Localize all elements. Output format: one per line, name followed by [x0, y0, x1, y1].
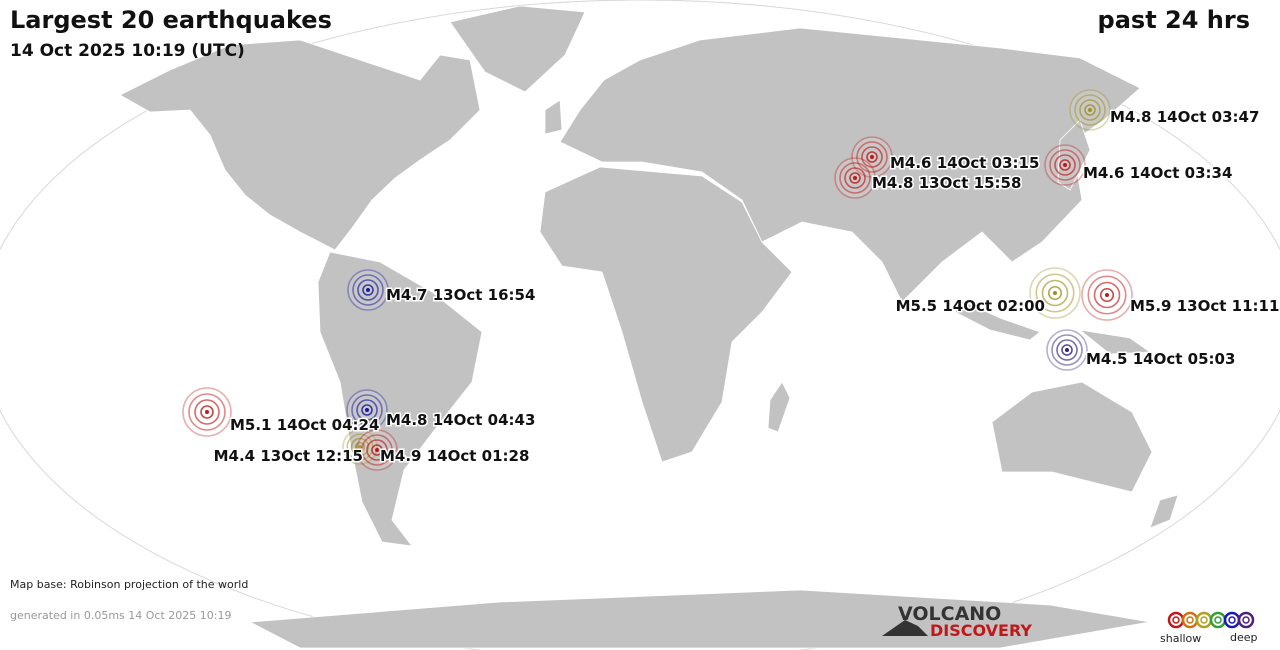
quake-marker: [1046, 329, 1088, 371]
quake-core: [1063, 163, 1067, 167]
quake-ring: [352, 274, 384, 306]
legend-ring: [1237, 611, 1255, 629]
quake-ring: [839, 162, 871, 194]
quake-core: [375, 448, 379, 452]
quake-label: M4.4 13Oct 12:15: [214, 447, 363, 465]
quake-ring: [1079, 99, 1101, 121]
legend-ring: [1167, 611, 1185, 629]
quake-label: M5.5 14Oct 02:00: [896, 297, 1045, 315]
quake-marker: [346, 389, 388, 431]
quake-core: [205, 410, 209, 414]
quake-ring: [1099, 287, 1115, 303]
logo-line1: VOLCANO: [898, 603, 1001, 625]
quake-ring: [1056, 339, 1078, 361]
quake-ring: [371, 444, 383, 456]
legend-shallow: shallow: [1160, 632, 1201, 645]
quake-ring: [1054, 154, 1076, 176]
quake-core: [1105, 293, 1109, 297]
quake-core: [365, 408, 369, 412]
quake-core: [366, 288, 370, 292]
legend-ring: [1209, 611, 1227, 629]
quake-ring: [1049, 149, 1081, 181]
header: Largest 20 earthquakes 14 Oct 2025 10:19…: [10, 6, 1250, 61]
quake-label: M4.8 14Oct 03:47: [1110, 108, 1259, 126]
quake-marker: [182, 387, 232, 437]
legend-ring-inner: [1228, 616, 1236, 624]
quake-ring: [350, 437, 370, 457]
quake-core: [358, 445, 362, 449]
quake-label: M4.6 14Oct 03:15: [890, 154, 1039, 172]
quake-ring: [1087, 275, 1127, 315]
quake-ring: [1041, 279, 1069, 307]
logo-line2: DISCOVERY: [930, 621, 1032, 640]
quake-ring: [354, 441, 366, 453]
legend-ring: [1181, 611, 1199, 629]
map-base-note: Map base: Robinson projection of the wor…: [10, 578, 248, 591]
quake-marker: [834, 157, 876, 199]
legend: shallow deep: [1160, 611, 1258, 645]
quake-ring: [361, 404, 373, 416]
legend-ring-inner: [1214, 616, 1222, 624]
quake-ring: [351, 394, 383, 426]
quake-ring: [866, 151, 878, 163]
quake-core: [1088, 108, 1092, 112]
quake-core: [853, 176, 857, 180]
quake-label: M4.7 13Oct 16:54: [386, 286, 535, 304]
quake-marker: [1069, 89, 1111, 131]
legend-ring-inner: [1242, 616, 1250, 624]
quake-marker: [1081, 269, 1133, 321]
quake-ring: [362, 284, 374, 296]
generated-note: generated in 0.05ms 14 Oct 2025 10:19: [10, 609, 231, 622]
quake-marker: [1044, 144, 1086, 186]
period: past 24 hrs: [1098, 6, 1250, 34]
quake-label: M5.9 13Oct 11:11: [1130, 297, 1279, 315]
quake-label: M4.9 14Oct 01:28: [380, 447, 529, 465]
quake-core: [1053, 291, 1057, 295]
legend-ring: [1195, 611, 1213, 629]
legend-deep: deep: [1230, 631, 1258, 644]
quake-marker: [851, 136, 893, 178]
quake-ring: [1051, 334, 1083, 366]
quake-marker: [347, 269, 389, 311]
quake-ring: [194, 399, 220, 425]
legend-ring-inner: [1200, 616, 1208, 624]
quake-label: M4.6 14Oct 03:34: [1083, 164, 1232, 182]
quake-marker: [356, 429, 398, 471]
quake-ring: [1084, 104, 1096, 116]
quake-core: [1065, 348, 1069, 352]
quake-ring: [366, 439, 388, 461]
legend-ring: [1223, 611, 1241, 629]
quake-ring: [844, 167, 866, 189]
quake-ring: [861, 146, 883, 168]
quake-ring: [188, 393, 226, 431]
quake-ring: [356, 399, 378, 421]
quake-label: M4.8 14Oct 04:43: [386, 411, 535, 429]
logo: VOLCANO DISCOVERY: [882, 603, 1032, 640]
quake-label: M4.8 13Oct 15:58: [872, 174, 1021, 192]
quake-ring: [357, 279, 379, 301]
quake-ring: [849, 172, 861, 184]
quake-ring: [1061, 344, 1073, 356]
quake-label: M4.5 14Oct 05:03: [1086, 350, 1235, 368]
quake-ring: [361, 434, 393, 466]
quake-marker: [1029, 267, 1081, 319]
quake-ring: [1074, 94, 1106, 126]
quake-ring: [1047, 285, 1063, 301]
title: Largest 20 earthquakes: [10, 6, 332, 34]
legend-ring-inner: [1172, 616, 1180, 624]
legend-ring-inner: [1186, 616, 1194, 624]
quake-ring: [1093, 281, 1121, 309]
quake-ring: [1059, 159, 1071, 171]
subtitle: 14 Oct 2025 10:19 (UTC): [10, 41, 245, 61]
quake-core: [870, 155, 874, 159]
quake-label: M5.1 14Oct 04:24: [230, 416, 379, 434]
quake-ring: [200, 405, 214, 419]
quake-ring: [856, 141, 888, 173]
quake-layer: M4.8 14Oct 03:47 M4.6 14Oct 03:15 M4.8 13O…: [182, 89, 1280, 471]
logo-volcano: [882, 620, 928, 636]
quake-ring: [1035, 273, 1075, 313]
